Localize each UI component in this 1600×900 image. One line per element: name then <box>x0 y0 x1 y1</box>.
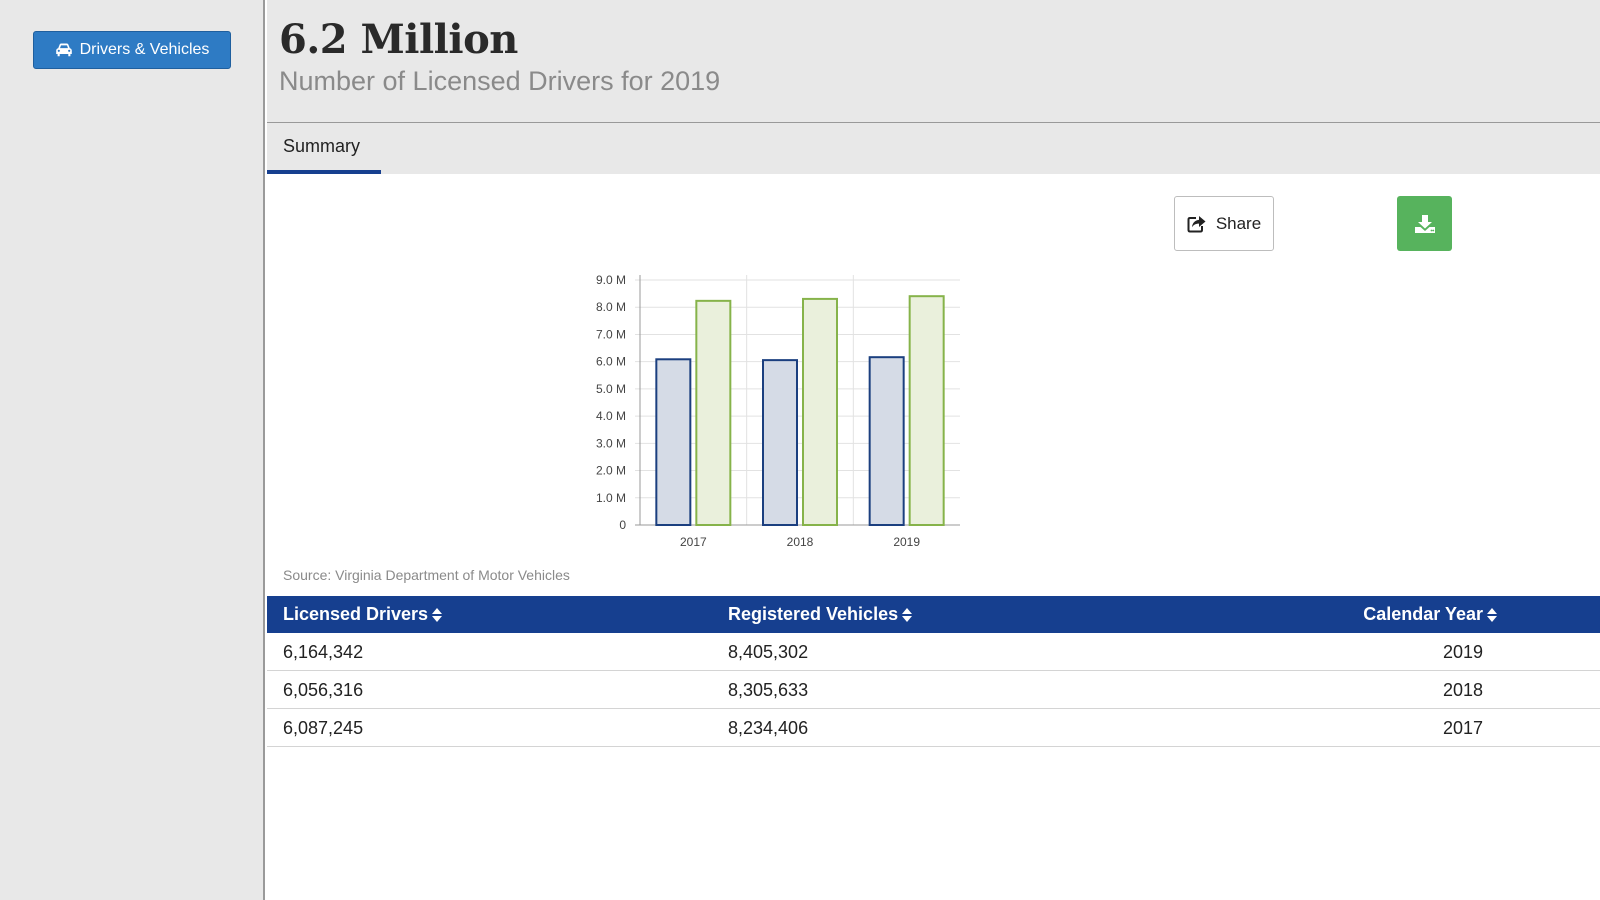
sort-icon <box>432 607 443 622</box>
headline-subtitle: Number of Licensed Drivers for 2019 <box>279 66 721 96</box>
drivers-vehicles-label: Drivers & Vehicles <box>79 41 210 58</box>
sidebar: Drivers & Vehicles <box>0 0 265 900</box>
table-row: 6,087,245 8,234,406 2017 <box>267 709 1600 747</box>
licensed-drivers-cell: 6,087,245 <box>283 718 364 738</box>
bar <box>802 297 838 527</box>
y-tick-label: 2.0 M <box>596 464 626 478</box>
registered-vehicles-cell: 8,234,406 <box>728 718 809 738</box>
y-tick-label: 7.0 M <box>596 327 626 341</box>
column-header-calendar-year[interactable]: Calendar Year <box>1363 604 1497 625</box>
share-button[interactable]: Share <box>1174 196 1274 251</box>
page-header: 6.2 Million Number of Licensed Drivers f… <box>267 0 1600 123</box>
download-button[interactable] <box>1397 196 1452 251</box>
source-note: Source: Virginia Department of Motor Veh… <box>283 567 570 583</box>
y-tick-label: 4.0 M <box>596 409 626 423</box>
registered-vehicles-header-label: Registered Vehicles <box>728 604 899 624</box>
x-tick-label: 2017 <box>680 535 707 549</box>
drivers-vehicles-button[interactable]: Drivers & Vehicles <box>33 31 231 69</box>
bar-chart: 0 1.0 M 2.0 M 3.0 M 4.0 M 5.0 M 6.0 M 7.0 M 8.0 … <box>596 273 960 549</box>
y-tick-label: 0 <box>619 518 626 532</box>
calendar-year-cell: 2019 <box>1442 642 1483 662</box>
data-table: Licensed Drivers Registered Vehicles Cal… <box>267 596 1600 747</box>
calendar-year-cell: 2018 <box>1442 680 1483 700</box>
share-label: Share <box>1215 213 1262 233</box>
tab-bar: Summary <box>267 123 1600 174</box>
bar <box>655 358 692 527</box>
sort-icon <box>902 607 913 622</box>
y-tick-label: 8.0 M <box>596 300 626 314</box>
bar <box>908 295 945 527</box>
licensed-drivers-cell: 6,056,316 <box>283 680 364 700</box>
column-header-licensed-drivers[interactable]: Licensed Drivers <box>283 604 443 625</box>
bar <box>868 356 905 526</box>
registered-vehicles-cell: 8,305,633 <box>728 680 809 700</box>
car-icon <box>55 43 72 57</box>
y-tick-label: 6.0 M <box>596 355 626 369</box>
y-tick-label: 5.0 M <box>596 382 626 396</box>
share-icon <box>1187 215 1206 232</box>
registered-vehicles-cell: 8,405,302 <box>728 642 809 662</box>
bar <box>762 359 798 526</box>
download-icon <box>1414 214 1435 233</box>
licensed-drivers-header-label: Licensed Drivers <box>283 604 429 624</box>
column-header-registered-vehicles[interactable]: Registered Vehicles <box>728 604 913 625</box>
y-tick-label: 9.0 M <box>596 273 626 287</box>
table-row: 6,056,316 8,305,633 2018 <box>267 671 1600 709</box>
calendar-year-cell: 2017 <box>1442 718 1483 738</box>
y-tick-label: 1.0 M <box>596 491 626 505</box>
bar <box>695 299 732 526</box>
table-header: Licensed Drivers Registered Vehicles Cal… <box>267 596 1600 633</box>
licensed-drivers-cell: 6,164,342 <box>283 642 364 662</box>
table-row: 6,164,342 8,405,302 2019 <box>267 633 1600 671</box>
x-tick-label: 2019 <box>893 535 920 549</box>
headline-value: 6.2 Million <box>279 16 518 63</box>
y-tick-label: 3.0 M <box>596 436 626 450</box>
tab-summary[interactable]: Summary <box>267 123 381 174</box>
calendar-year-header-label: Calendar Year <box>1363 604 1483 624</box>
sort-icon <box>1487 607 1497 622</box>
x-tick-label: 2018 <box>787 535 814 549</box>
